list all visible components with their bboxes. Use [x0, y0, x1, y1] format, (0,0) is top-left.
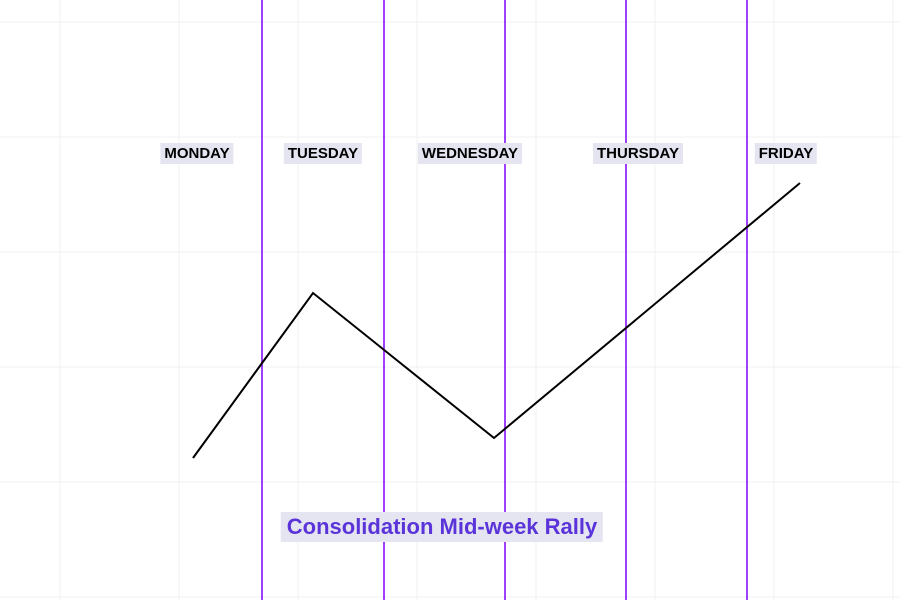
weekly-pattern-chart: MONDAY TUESDAY WEDNESDAY THURSDAY FRIDAY…: [0, 0, 900, 600]
day-label-text: WEDNESDAY: [422, 145, 518, 162]
chart-title: Consolidation Mid-week Rally: [281, 512, 603, 542]
day-label-tuesday: TUESDAY: [284, 143, 362, 164]
chart-title-text: Consolidation Mid-week Rally: [287, 514, 597, 539]
day-label-thursday: THURSDAY: [593, 143, 683, 164]
day-label-wednesday: WEDNESDAY: [418, 143, 522, 164]
day-label-monday: MONDAY: [160, 143, 233, 164]
chart-svg: [0, 0, 900, 600]
day-label-friday: FRIDAY: [755, 143, 817, 164]
day-label-text: MONDAY: [164, 145, 229, 162]
day-label-text: THURSDAY: [597, 145, 679, 162]
day-label-text: FRIDAY: [759, 145, 813, 162]
day-label-text: TUESDAY: [288, 145, 358, 162]
